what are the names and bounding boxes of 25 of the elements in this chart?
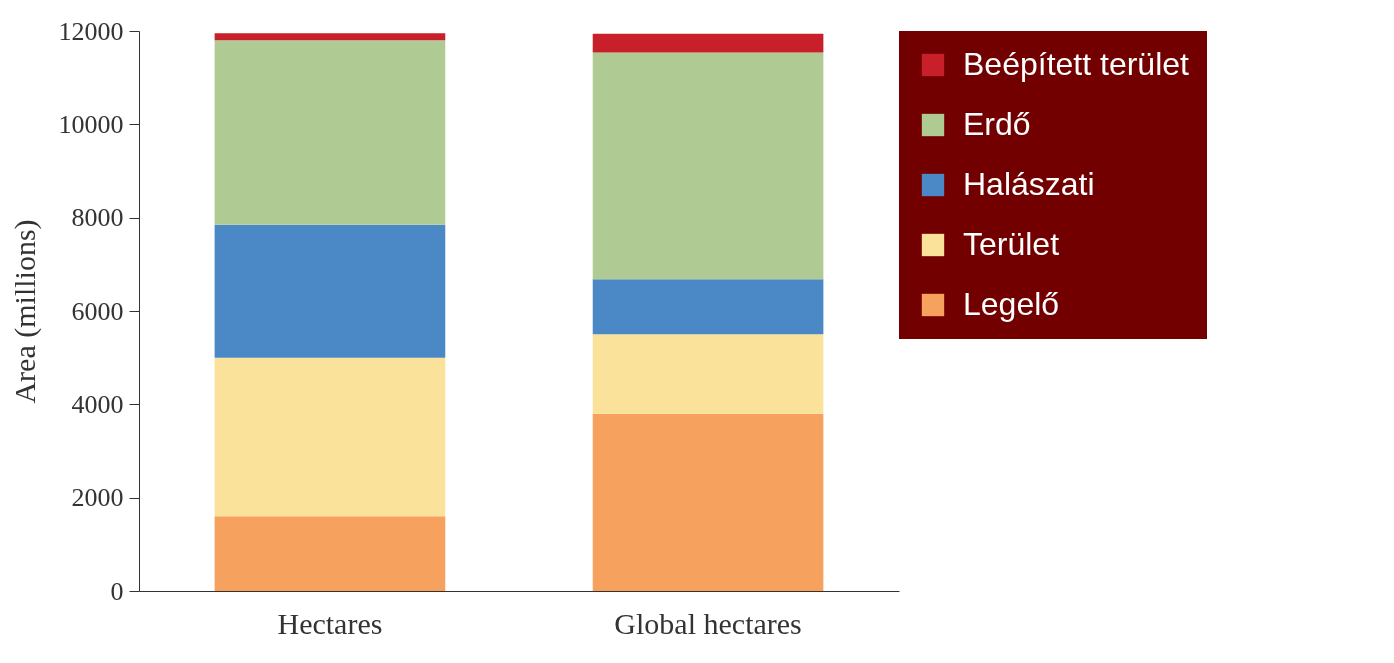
bar [214,357,446,517]
y-tick-label: 10000 [58,109,124,139]
legend-label: Halászati [963,166,1095,202]
bar [214,33,446,41]
y-tick-label: 0 [110,576,124,606]
bar [592,279,824,335]
y-tick-label: 4000 [71,389,124,419]
legend-label: Legelő [963,286,1060,322]
y-tick-label: 2000 [71,483,124,513]
y-tick-label: 8000 [71,203,124,233]
bar [214,40,446,225]
bar [592,52,824,280]
bar [214,516,446,591]
bar [214,224,446,358]
y-tick-label: 12000 [58,16,124,46]
legend-label: Erdő [963,106,1031,142]
legend-label: Beépített terület [963,46,1190,82]
bar [592,413,824,591]
legend-label: Terület [963,226,1060,262]
y-tick-label: 6000 [71,296,124,326]
x-tick-label: Global hectares [614,606,802,640]
bar [592,33,824,53]
bar [592,334,824,414]
x-tick-label: Hectares [277,606,383,640]
y-axis-title: Area (millions) [7,219,42,404]
